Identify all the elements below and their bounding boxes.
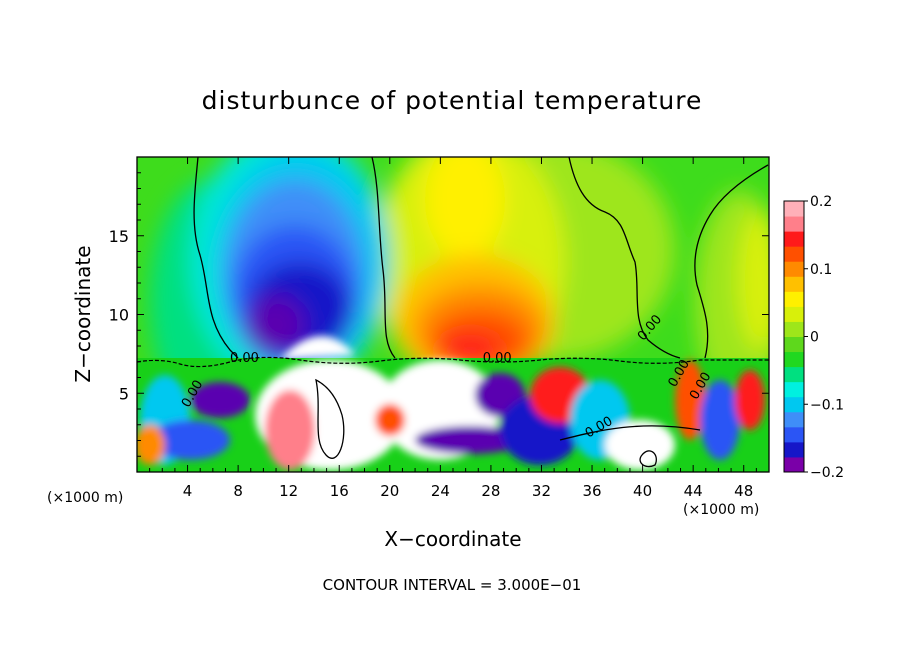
colorbar-swatch bbox=[784, 306, 804, 322]
z-unit-label: (×1000 m) bbox=[47, 490, 124, 506]
colorbar-swatch bbox=[784, 336, 804, 353]
colorbar-swatch bbox=[784, 381, 804, 398]
colorbar-swatch bbox=[784, 456, 804, 473]
colorbar-border bbox=[783, 200, 805, 473]
colorbar-tick-label: 0.1 bbox=[810, 262, 832, 278]
colorbar-tick-label: 0.2 bbox=[810, 194, 832, 210]
x-tick-label: 4 bbox=[183, 482, 193, 500]
colorbar-tick-label: 0 bbox=[810, 330, 819, 346]
x-tick-label: 44 bbox=[684, 482, 703, 500]
y-tick-label: 15 bbox=[109, 227, 129, 246]
x-tick-label: 12 bbox=[279, 482, 298, 500]
colorbar-swatch bbox=[784, 396, 804, 413]
x-tick-label: 28 bbox=[481, 482, 500, 500]
x-tick-label: 20 bbox=[380, 482, 399, 500]
colorbar-swatch bbox=[784, 261, 804, 277]
x-tick-label: 24 bbox=[431, 482, 450, 500]
colorbar-swatch bbox=[784, 276, 804, 292]
colorbar-swatch bbox=[784, 216, 804, 232]
colorbar-swatch bbox=[784, 291, 804, 307]
x-tick-label: 48 bbox=[734, 482, 753, 500]
x-tick-label: 8 bbox=[233, 482, 243, 500]
x-unit-label: (×1000 m) bbox=[683, 502, 760, 518]
contour-label: 0.00 bbox=[230, 351, 259, 366]
colorbar-swatch bbox=[784, 231, 804, 247]
contour-label: 0.00 bbox=[483, 351, 512, 366]
x-axis: 4 8 12 16 20 24 28 32 36 40 44 48 bbox=[149, 157, 757, 500]
contour-interval-note: CONTOUR INTERVAL = 3.000E−01 bbox=[322, 576, 582, 594]
colorbar-swatch bbox=[784, 366, 804, 383]
colorbar-swatch bbox=[784, 441, 804, 458]
y-tick-label: 10 bbox=[109, 306, 129, 325]
colorbar-swatch bbox=[784, 411, 804, 428]
colorbar-swatch bbox=[784, 201, 804, 217]
x-tick-label: 36 bbox=[582, 482, 601, 500]
y-tick-label: 5 bbox=[119, 384, 129, 403]
chart-title: disturbunce of potential temperature bbox=[201, 86, 703, 115]
x-tick-label: 40 bbox=[633, 482, 652, 500]
colorbar: 0.2 0.1 0 −0.1 −0.2 bbox=[783, 194, 844, 481]
colorbar-swatch bbox=[784, 351, 804, 368]
x-axis-label: X−coordinate bbox=[384, 527, 522, 551]
colorbar-swatch bbox=[784, 321, 804, 337]
x-tick-label: 16 bbox=[330, 482, 349, 500]
colorbar-swatch bbox=[784, 426, 804, 443]
x-tick-label: 32 bbox=[532, 482, 551, 500]
y-axis-label: Z−coordinate bbox=[71, 245, 95, 383]
colorbar-tick-label: −0.2 bbox=[810, 465, 844, 481]
field-plot-area bbox=[137, 157, 769, 472]
colorbar-swatch bbox=[784, 246, 804, 262]
y-axis: 5 10 15 bbox=[109, 172, 769, 457]
colorbar-tick-label: −0.1 bbox=[810, 397, 844, 413]
